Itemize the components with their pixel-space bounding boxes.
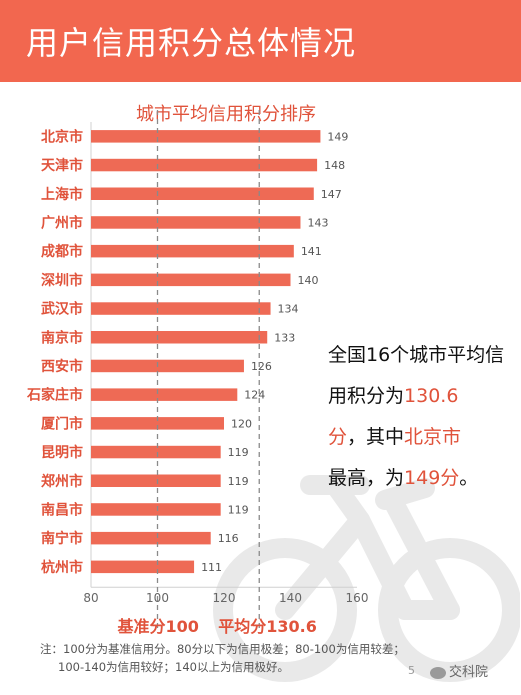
bar xyxy=(91,302,271,315)
watermark-text: 交科院 xyxy=(449,665,489,680)
bar xyxy=(91,273,291,287)
value-label: 133 xyxy=(274,331,295,344)
bar xyxy=(91,216,301,229)
page-title: 用户信用积分总体情况 xyxy=(26,24,357,62)
bar xyxy=(91,187,314,200)
callout-unit: 分 xyxy=(328,426,348,448)
bar xyxy=(91,445,221,459)
value-label: 141 xyxy=(301,245,322,258)
summary-callout: 全国16个城市平均信用积分为130.6 分，其中北京市最高，为149分。 xyxy=(328,335,508,499)
baseline-reference-label: 基准分100 xyxy=(117,617,199,636)
category-label: 南宁市 xyxy=(41,530,83,547)
bar xyxy=(91,359,244,373)
category-label: 郑州市 xyxy=(41,473,83,490)
x-tick-label: 80 xyxy=(83,591,98,605)
category-label: 南京市 xyxy=(41,329,83,346)
value-label: 148 xyxy=(324,159,345,172)
callout-text: ，其中 xyxy=(347,426,405,448)
bar xyxy=(91,331,268,344)
bar xyxy=(91,560,195,574)
category-label: 西安市 xyxy=(41,358,83,375)
callout-top-city: 北京市 xyxy=(404,426,462,448)
value-label: 119 xyxy=(228,475,249,488)
value-label: 116 xyxy=(218,532,239,545)
category-label: 深圳市 xyxy=(41,272,83,289)
bar xyxy=(91,388,238,401)
value-label: 119 xyxy=(228,503,249,516)
value-label: 126 xyxy=(251,360,272,373)
callout-text: 最高，为 xyxy=(328,467,405,489)
footnote-line: 100-140为信用较好；140以上为信用极好。 xyxy=(58,660,289,674)
category-label: 昆明市 xyxy=(41,444,83,461)
category-label: 天津市 xyxy=(41,157,83,174)
value-label: 143 xyxy=(307,216,328,229)
category-label: 北京市 xyxy=(41,128,83,145)
footnote: 注：100分为基准信用分。80分以下为信用极差；80-100为信用较差； 100… xyxy=(40,640,440,676)
category-label: 广州市 xyxy=(41,214,83,231)
value-label: 149 xyxy=(327,130,348,143)
page-number: 5 xyxy=(408,664,415,677)
category-label: 成都市 xyxy=(41,243,83,260)
callout-text: 全国16个城市平均信用积分为 xyxy=(328,344,505,407)
bar xyxy=(91,130,321,143)
x-tick-label: 120 xyxy=(213,591,236,605)
x-tick-label: 140 xyxy=(279,591,302,605)
value-label: 111 xyxy=(201,561,222,574)
category-label: 武汉市 xyxy=(41,301,83,318)
bar xyxy=(91,244,294,258)
bar xyxy=(91,158,318,172)
value-label: 140 xyxy=(298,274,319,287)
value-label: 147 xyxy=(321,188,342,201)
header-bar: 用户信用积分总体情况 xyxy=(0,0,521,82)
bar xyxy=(91,531,211,545)
x-tick-label: 160 xyxy=(346,591,369,605)
watermark: 交科院 xyxy=(430,661,488,680)
category-label: 南昌市 xyxy=(41,501,83,518)
value-label: 134 xyxy=(278,303,299,316)
category-label: 石家庄市 xyxy=(26,387,83,404)
bar xyxy=(91,474,221,487)
bar xyxy=(91,503,221,516)
value-label: 124 xyxy=(244,389,265,402)
bicycle-icon xyxy=(213,475,520,682)
chart-title: 城市平均信用积分排序 xyxy=(136,104,316,125)
callout-text: 。 xyxy=(459,467,479,489)
footnote-line: 注：100分为基准信用分。80分以下为信用极差；80-100为信用较差； xyxy=(40,642,405,656)
wechat-icon xyxy=(430,666,446,679)
average-reference-label: 平均分130.6 xyxy=(218,617,317,636)
category-label: 杭州市 xyxy=(41,559,83,576)
callout-top-score: 149分 xyxy=(404,467,460,489)
category-label: 上海市 xyxy=(41,186,83,203)
bar xyxy=(91,417,224,430)
callout-average-value: 130.6 xyxy=(404,385,459,407)
value-label: 119 xyxy=(228,446,249,459)
value-label: 120 xyxy=(231,417,252,430)
category-label: 厦门市 xyxy=(41,415,83,432)
